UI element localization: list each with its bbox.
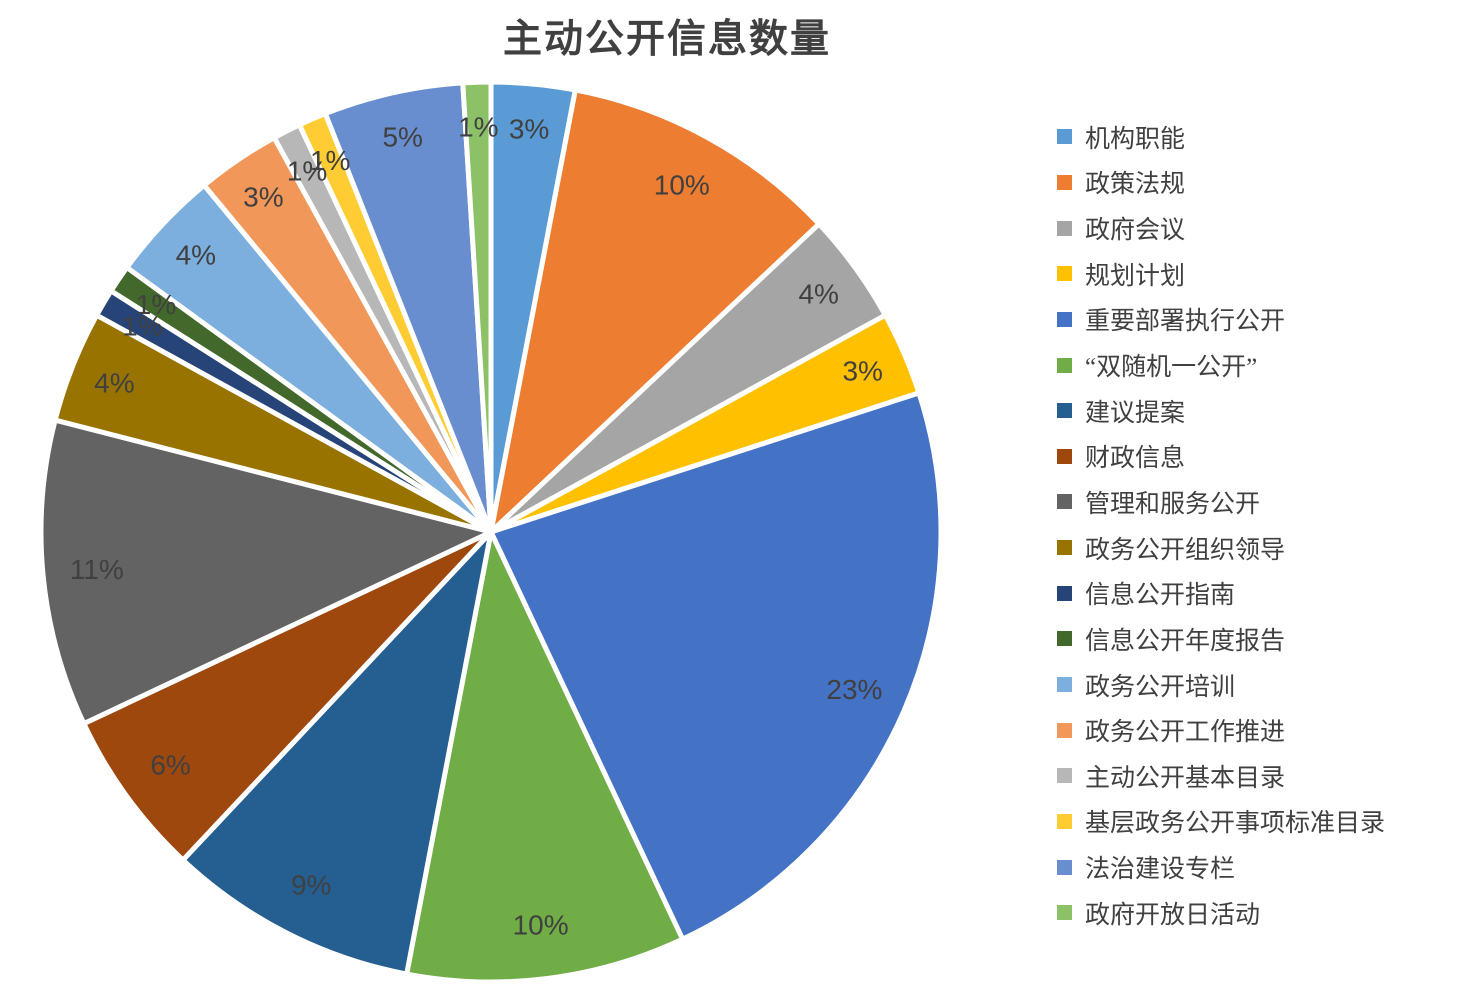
slice-label: 5% xyxy=(382,121,422,152)
legend-label: 政府开放日活动 xyxy=(1085,901,1261,929)
slice-label: 23% xyxy=(826,674,882,705)
legend-item: 政务公开培训 xyxy=(1057,662,1385,708)
legend-item: 政务公开组织领导 xyxy=(1057,525,1385,571)
slice-label: 1% xyxy=(458,112,498,143)
legend-item: 重要部署执行公开 xyxy=(1057,297,1385,343)
legend-item: 法治建设专栏 xyxy=(1057,844,1385,890)
legend-label: 管理和服务公开 xyxy=(1085,490,1261,518)
legend: 机构职能政策法规政府会议规划计划重要部署执行公开 “双随机一公开” 建议提案财政信息… xyxy=(1057,114,1385,936)
legend-swatch xyxy=(1057,403,1072,419)
legend-swatch xyxy=(1057,859,1072,875)
legend-label: 信息公开年度报告 xyxy=(1085,627,1286,655)
slice-label: 1% xyxy=(310,145,350,176)
slice-label: 1% xyxy=(136,289,176,320)
legend-swatch xyxy=(1057,722,1072,738)
slice-label: 10% xyxy=(513,909,569,940)
pie-slice-5 xyxy=(488,390,944,942)
legend-label: 重要部署执行公开 xyxy=(1085,308,1286,336)
pie-slice-2 xyxy=(488,87,822,535)
legend-swatch xyxy=(1057,677,1072,692)
legend-label: 主动公开基本目录 xyxy=(1085,764,1286,792)
legend-item: 基层政务公开事项标准目录 xyxy=(1057,799,1385,845)
legend-swatch xyxy=(1057,174,1072,190)
legend-label: 机构职能 xyxy=(1085,125,1186,153)
legend-swatch xyxy=(1057,220,1072,236)
slice-label: 1% xyxy=(287,156,327,187)
legend-label: 政务公开组织领导 xyxy=(1085,536,1286,564)
legend-item: 政府开放日活动 xyxy=(1057,890,1385,936)
legend-swatch xyxy=(1057,311,1072,327)
legend-item: 信息公开年度报告 xyxy=(1057,616,1385,662)
legend-swatch xyxy=(1057,448,1072,464)
legend-swatch xyxy=(1057,357,1072,373)
legend-item: 信息公开指南 xyxy=(1057,570,1385,616)
legend-label: 政务公开培训 xyxy=(1085,673,1236,701)
chart-title: 主动公开信息数量 xyxy=(502,18,831,61)
legend-item: “双随机一公开” xyxy=(1057,342,1385,388)
legend-swatch xyxy=(1057,631,1072,647)
slice-label: 6% xyxy=(150,749,190,780)
legend-label: 建议提案 xyxy=(1085,399,1186,427)
legend-swatch xyxy=(1057,129,1072,145)
legend-swatch xyxy=(1057,540,1072,556)
pie-slice-8 xyxy=(81,529,494,863)
legend-item: 建议提案 xyxy=(1057,388,1385,434)
legend-swatch xyxy=(1057,813,1072,829)
legend-swatch xyxy=(1057,768,1072,784)
slice-label: 4% xyxy=(176,239,216,270)
legend-item: 政府会议 xyxy=(1057,205,1385,251)
slice-label: 3% xyxy=(509,113,549,144)
pie-slice-18 xyxy=(460,79,494,535)
slice-label: 4% xyxy=(798,278,838,309)
slice-label: 4% xyxy=(94,367,134,398)
pie-slice-9 xyxy=(38,417,494,727)
legend-item: 政务公开工作推进 xyxy=(1057,707,1385,753)
legend-label: 信息公开指南 xyxy=(1085,582,1236,610)
legend-label: 政府会议 xyxy=(1085,217,1186,245)
legend-item: 规划计划 xyxy=(1057,251,1385,297)
legend-label: 规划计划 xyxy=(1085,262,1186,290)
legend-label: 财政信息 xyxy=(1085,445,1186,473)
legend-item: 机构职能 xyxy=(1057,114,1385,160)
slice-label: 9% xyxy=(291,869,331,900)
legend-label: “双随机一公开” xyxy=(1085,354,1258,382)
slice-label: 3% xyxy=(842,356,882,387)
legend-swatch xyxy=(1057,266,1072,282)
legend-item: 主动公开基本目录 xyxy=(1057,753,1385,799)
slice-label: 11% xyxy=(70,554,124,585)
slice-label: 1% xyxy=(122,310,162,341)
legend-label: 政策法规 xyxy=(1085,171,1186,199)
pie-slice-7 xyxy=(180,529,494,977)
legend-swatch xyxy=(1057,494,1072,510)
pie-slice-6 xyxy=(404,529,686,985)
legend-item: 政策法规 xyxy=(1057,160,1385,206)
slice-label: 10% xyxy=(654,170,710,201)
slice-label: 3% xyxy=(243,182,283,213)
legend-swatch xyxy=(1057,905,1072,921)
legend-label: 法治建设专栏 xyxy=(1085,856,1236,884)
legend-item: 财政信息 xyxy=(1057,433,1385,479)
legend-item: 管理和服务公开 xyxy=(1057,479,1385,525)
legend-label: 基层政务公开事项标准目录 xyxy=(1085,810,1386,838)
legend-swatch xyxy=(1057,585,1072,601)
legend-label: 政务公开工作推进 xyxy=(1085,719,1286,747)
